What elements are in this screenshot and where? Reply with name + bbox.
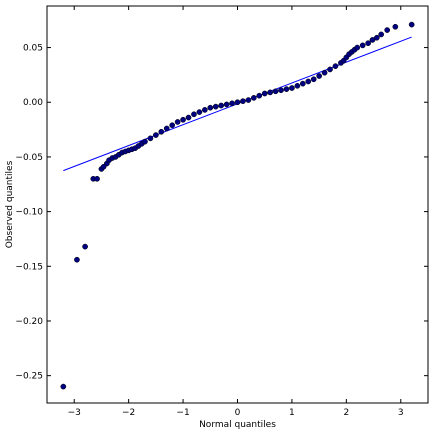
data-point bbox=[74, 256, 80, 263]
x-tick-label: −3 bbox=[68, 408, 81, 418]
y-axis-label: Observed quantiles bbox=[5, 160, 15, 248]
y-tick-label: −0.10 bbox=[15, 208, 43, 218]
data-point bbox=[169, 122, 176, 129]
data-point bbox=[373, 34, 380, 41]
y-tick-label: −0.25 bbox=[15, 372, 43, 382]
y-tick-label: 0.00 bbox=[23, 98, 43, 108]
data-point bbox=[223, 101, 230, 108]
x-tick-label: 0 bbox=[235, 408, 241, 418]
data-point bbox=[234, 99, 241, 106]
data-point bbox=[207, 104, 214, 111]
y-axis: −0.25 −0.20 −0.15 −0.10 −0.05 0.00 0.05 bbox=[15, 44, 428, 382]
data-point bbox=[245, 97, 252, 103]
data-point bbox=[299, 80, 306, 87]
data-point bbox=[408, 21, 415, 28]
data-point bbox=[158, 128, 165, 135]
x-tick-label: 3 bbox=[398, 408, 404, 418]
data-point bbox=[147, 135, 154, 142]
data-point bbox=[229, 100, 235, 107]
data-point bbox=[310, 76, 317, 83]
data-points bbox=[60, 21, 415, 390]
data-point bbox=[218, 102, 225, 109]
y-tick-label: −0.20 bbox=[15, 317, 43, 327]
data-point bbox=[180, 116, 186, 123]
data-point bbox=[327, 66, 333, 73]
x-tick-label: −1 bbox=[176, 408, 189, 418]
data-point bbox=[359, 42, 366, 49]
data-point bbox=[365, 40, 371, 47]
data-point bbox=[267, 89, 274, 96]
data-point bbox=[82, 243, 88, 250]
y-tick-label: −0.05 bbox=[15, 153, 43, 163]
data-point bbox=[153, 132, 159, 138]
x-tick-label: 1 bbox=[289, 408, 295, 418]
data-point bbox=[185, 114, 192, 121]
data-point bbox=[392, 23, 399, 30]
plot-area bbox=[46, 5, 429, 404]
data-point bbox=[201, 107, 208, 113]
x-axis: −3 −2 −1 0 1 2 3 bbox=[68, 6, 404, 418]
data-point bbox=[261, 90, 268, 97]
data-point bbox=[163, 125, 170, 132]
data-point bbox=[142, 138, 148, 145]
data-point bbox=[316, 73, 322, 79]
y-tick-label: 0.05 bbox=[23, 44, 43, 54]
data-point bbox=[283, 86, 290, 92]
data-point bbox=[212, 103, 219, 110]
y-tick-label: −0.15 bbox=[15, 262, 43, 272]
data-point bbox=[94, 175, 100, 182]
data-point bbox=[174, 119, 181, 125]
data-point bbox=[196, 109, 203, 115]
data-point bbox=[332, 63, 339, 70]
data-point bbox=[272, 88, 279, 95]
data-point bbox=[384, 27, 391, 33]
x-tick-label: −2 bbox=[122, 408, 135, 418]
data-point bbox=[321, 69, 328, 76]
data-point bbox=[240, 98, 246, 104]
data-point bbox=[294, 82, 301, 89]
data-point bbox=[278, 87, 284, 94]
x-axis-label: Normal quantiles bbox=[199, 420, 276, 430]
data-point bbox=[250, 95, 257, 101]
x-tick-label: 2 bbox=[343, 408, 349, 418]
data-point bbox=[256, 92, 263, 99]
data-point bbox=[354, 44, 361, 51]
data-point bbox=[60, 383, 67, 390]
data-point bbox=[305, 78, 312, 85]
data-point bbox=[378, 31, 385, 38]
data-point bbox=[191, 111, 197, 118]
data-point bbox=[289, 85, 295, 91]
